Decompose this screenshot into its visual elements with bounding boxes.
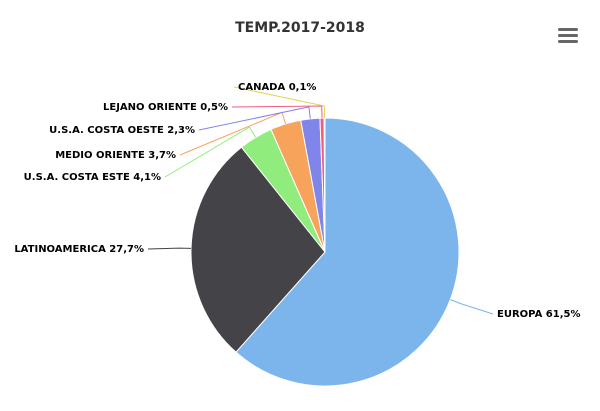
data-label-canada: CANADA 0,1% [238,82,316,93]
data-label-medio-oriente: MEDIO ORIENTE 3,7% [55,150,176,161]
connector-canada [233,86,326,119]
chart-title: TEMP.2017-2018 [235,20,365,36]
connector-europa [450,299,494,315]
pie-slice-canada[interactable] [323,117,326,253]
data-label-europa: EUROPA 61,5% [497,309,580,320]
connector-u-s-a-costa-oeste [198,106,311,131]
data-label-u-s-a-costa-oeste: U.S.A. COSTA OESTE 2,3% [49,125,195,136]
pie-slice-latinoamerica[interactable] [190,146,326,353]
hamburger-menu-icon[interactable] [555,24,581,46]
connector-u-s-a-costa-este [164,126,257,178]
connector-latinoamerica [147,247,192,250]
data-label-u-s-a-costa-este: U.S.A. COSTA ESTE 4,1% [24,172,161,183]
connector-lejano-oriente [231,105,323,119]
data-label-latinoamerica: LATINOAMERICA 27,7% [14,244,144,255]
data-label-lejano-oriente: LEJANO ORIENTE 0,5% [103,102,228,113]
pie-slices [190,117,460,387]
label-connectors [147,86,494,315]
data-labels: EUROPA 61,5% LATINOAMERICA 27,7% U.S.A. CO… [14,82,580,320]
